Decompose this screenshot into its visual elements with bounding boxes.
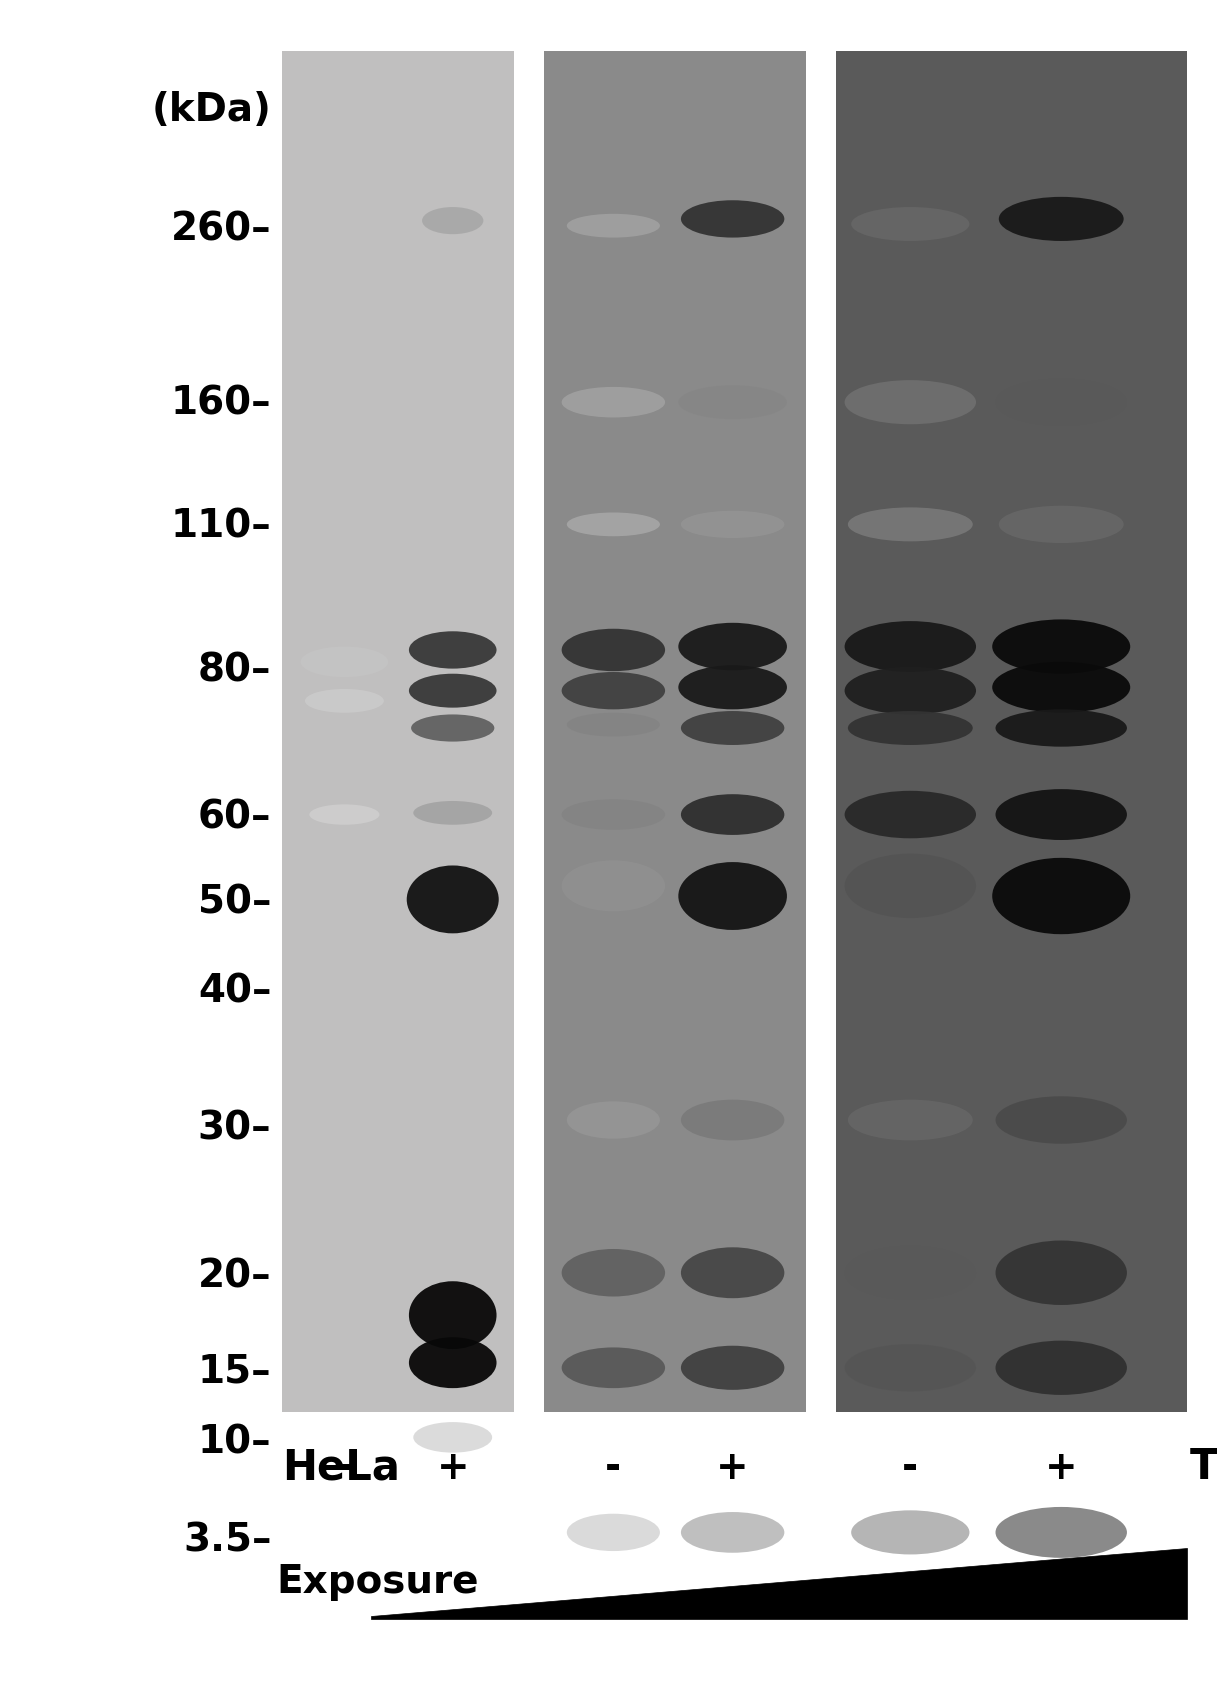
Ellipse shape [682, 1346, 784, 1390]
Ellipse shape [682, 794, 784, 835]
Text: 40–: 40– [198, 972, 271, 1010]
Text: 20–: 20– [198, 1257, 271, 1295]
Ellipse shape [562, 1347, 664, 1388]
Bar [836, 51, 1187, 1412]
Ellipse shape [562, 672, 664, 709]
Ellipse shape [309, 804, 380, 825]
Ellipse shape [848, 711, 972, 745]
Ellipse shape [848, 507, 972, 541]
Text: 260–: 260– [170, 210, 271, 248]
Ellipse shape [682, 1512, 784, 1553]
Ellipse shape [567, 713, 660, 736]
Text: +: + [1045, 1449, 1077, 1487]
Text: HeLa: HeLa [282, 1448, 400, 1488]
Ellipse shape [682, 1247, 784, 1298]
Ellipse shape [996, 1341, 1127, 1395]
Ellipse shape [409, 1281, 497, 1349]
Ellipse shape [678, 623, 787, 670]
Text: 50–: 50– [198, 884, 271, 921]
Ellipse shape [682, 200, 784, 238]
Bar [282, 51, 514, 1412]
Text: 10–: 10– [198, 1424, 271, 1461]
Ellipse shape [845, 380, 976, 424]
Text: -: - [902, 1449, 919, 1487]
Ellipse shape [562, 860, 664, 911]
Ellipse shape [562, 799, 664, 830]
Ellipse shape [678, 665, 787, 709]
Text: Exposure: Exposure [276, 1563, 478, 1600]
Ellipse shape [682, 711, 784, 745]
Ellipse shape [562, 628, 664, 672]
Ellipse shape [992, 662, 1131, 713]
Ellipse shape [999, 506, 1123, 543]
Ellipse shape [682, 1100, 784, 1140]
Text: -: - [336, 1449, 353, 1487]
Ellipse shape [996, 789, 1127, 840]
Ellipse shape [996, 709, 1127, 747]
Text: TSA: TSA [1190, 1448, 1217, 1488]
Text: 110–: 110– [170, 507, 271, 545]
Text: +: + [437, 1449, 469, 1487]
Ellipse shape [851, 207, 970, 241]
Text: 30–: 30– [198, 1110, 271, 1147]
Ellipse shape [996, 378, 1127, 426]
Ellipse shape [845, 791, 976, 838]
Ellipse shape [999, 197, 1123, 241]
Ellipse shape [414, 801, 492, 825]
Ellipse shape [996, 1241, 1127, 1305]
Ellipse shape [414, 1422, 492, 1453]
Ellipse shape [845, 1344, 976, 1392]
Ellipse shape [845, 667, 976, 714]
Text: 80–: 80– [198, 652, 271, 689]
Ellipse shape [992, 859, 1131, 933]
Ellipse shape [409, 631, 497, 669]
Text: 160–: 160– [170, 385, 271, 423]
Ellipse shape [678, 862, 787, 930]
Ellipse shape [406, 865, 499, 933]
Ellipse shape [682, 511, 784, 538]
Ellipse shape [409, 674, 497, 708]
Ellipse shape [678, 385, 787, 419]
Ellipse shape [996, 1507, 1127, 1558]
Ellipse shape [301, 647, 388, 677]
Text: 15–: 15– [198, 1353, 271, 1390]
Ellipse shape [409, 1337, 497, 1388]
Ellipse shape [845, 854, 976, 918]
Text: +: + [717, 1449, 748, 1487]
Ellipse shape [562, 387, 664, 417]
Polygon shape [371, 1548, 1187, 1619]
Text: 60–: 60– [198, 799, 271, 837]
Ellipse shape [845, 1246, 976, 1300]
Bar [515, 51, 544, 1412]
Bar [544, 51, 806, 1412]
Bar [807, 51, 836, 1412]
Ellipse shape [848, 1100, 972, 1140]
Ellipse shape [992, 619, 1131, 674]
Ellipse shape [567, 1101, 660, 1139]
Ellipse shape [851, 1510, 970, 1554]
Ellipse shape [305, 689, 383, 713]
Ellipse shape [845, 621, 976, 672]
Ellipse shape [996, 1096, 1127, 1144]
Ellipse shape [411, 714, 494, 742]
Ellipse shape [562, 1249, 664, 1297]
Text: 3.5–: 3.5– [183, 1522, 271, 1560]
Ellipse shape [567, 1514, 660, 1551]
Text: (kDa): (kDa) [151, 92, 271, 129]
Ellipse shape [422, 207, 483, 234]
Ellipse shape [567, 214, 660, 238]
Ellipse shape [567, 512, 660, 536]
Text: -: - [605, 1449, 622, 1487]
